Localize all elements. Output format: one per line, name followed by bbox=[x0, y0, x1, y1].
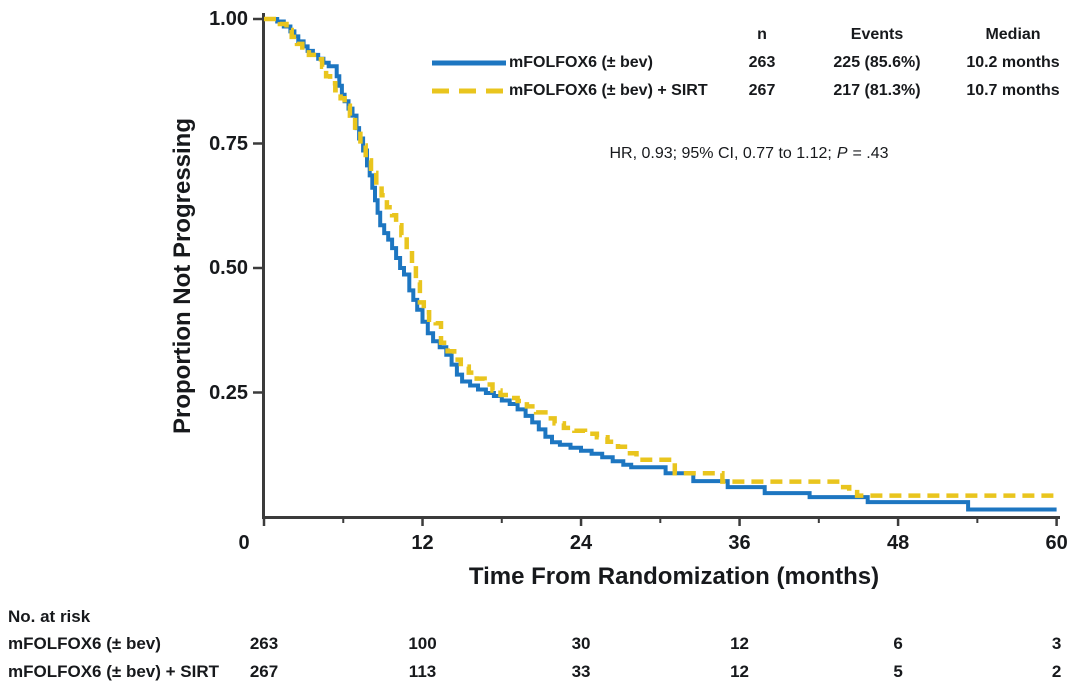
km-curve-control bbox=[264, 17, 1057, 512]
risk-count: 3 bbox=[1051, 634, 1062, 653]
legend-n-sirt: 267 bbox=[748, 82, 776, 99]
risk-count: 6 bbox=[893, 634, 903, 653]
risk-count: 5 bbox=[893, 662, 903, 681]
y-tick-label: 0.50 bbox=[209, 257, 248, 279]
legend-median-control: 10.2 months bbox=[966, 54, 1060, 71]
y-tick-label: 1.00 bbox=[209, 8, 248, 30]
x-tick-label: 12 bbox=[411, 532, 434, 554]
x-tick-label: 60 bbox=[1045, 532, 1068, 554]
hr-text: HR, 0.93; 95% CI, 0.77 to 1.12; bbox=[609, 145, 832, 162]
x-axis-title: Time From Randomization (months) bbox=[468, 563, 880, 590]
risk-count: 12 bbox=[730, 634, 749, 653]
risk-table-title: No. at risk bbox=[8, 607, 91, 626]
x-tick-label: 24 bbox=[569, 532, 593, 554]
legend-header-events: Events bbox=[850, 26, 904, 43]
x-tick-label: 0 bbox=[238, 532, 250, 554]
legend-label-sirt: mFOLFOX6 (± bev) + SIRT bbox=[509, 82, 708, 99]
y-tick-label: 0.25 bbox=[209, 381, 248, 404]
risk-count: 12 bbox=[730, 662, 749, 681]
risk-row-label-sirt: mFOLFOX6 (± bev) + SIRT bbox=[8, 662, 219, 681]
km-curve-sirt bbox=[264, 16, 1057, 498]
risk-count: 2 bbox=[1051, 662, 1062, 681]
hazard-ratio-annotation: HR, 0.93; 95% CI, 0.77 to 1.12; P = .43 bbox=[549, 143, 949, 165]
risk-count: 100 bbox=[408, 634, 437, 653]
x-tick-label: 36 bbox=[728, 532, 751, 554]
risk-count: 30 bbox=[571, 634, 591, 653]
risk-count: 33 bbox=[571, 662, 591, 681]
risk-count: 267 bbox=[249, 662, 279, 681]
legend-label-control: mFOLFOX6 (± bev) bbox=[509, 54, 653, 71]
legend-median-sirt: 10.7 months bbox=[966, 82, 1060, 99]
legend-header-median: Median bbox=[985, 26, 1041, 43]
legend-header-n: n bbox=[757, 26, 767, 43]
y-tick-label: 0.75 bbox=[209, 132, 248, 155]
p-label: P bbox=[836, 145, 848, 162]
risk-row-label-control: mFOLFOX6 (± bev) bbox=[8, 634, 161, 653]
legend-events-control: 225 (85.6%) bbox=[833, 54, 921, 71]
risk-count: 113 bbox=[408, 662, 437, 681]
p-value: = .43 bbox=[852, 145, 889, 162]
legend-events-sirt: 217 (81.3%) bbox=[833, 82, 921, 99]
x-tick-label: 48 bbox=[886, 532, 910, 554]
legend-n-control: 263 bbox=[748, 54, 776, 71]
risk-count: 263 bbox=[249, 634, 279, 653]
